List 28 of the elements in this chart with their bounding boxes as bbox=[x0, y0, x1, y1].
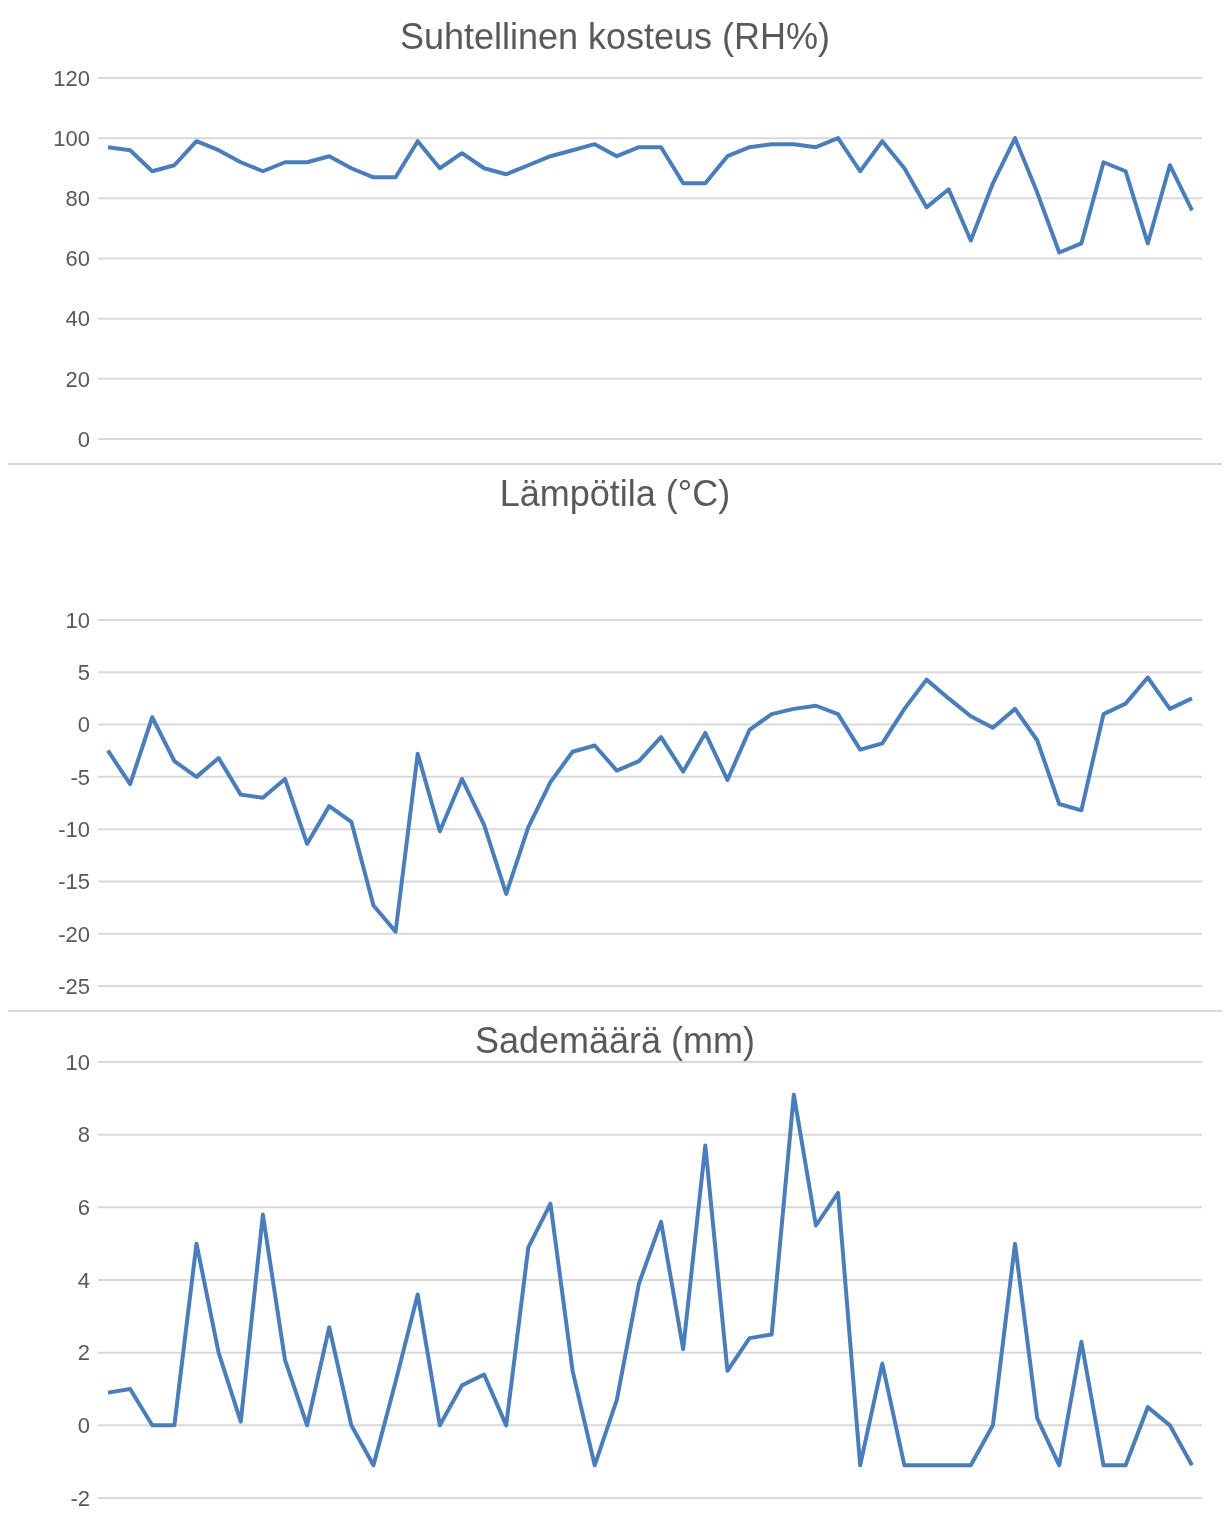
y-tick-label: 2 bbox=[77, 1340, 90, 1366]
y-tick-label: -2 bbox=[70, 1485, 90, 1511]
y-tick-label: 10 bbox=[65, 1049, 90, 1075]
y-tick-label: -15 bbox=[58, 869, 90, 895]
y-tick-label: 8 bbox=[77, 1122, 90, 1148]
y-tick-label: -25 bbox=[58, 973, 90, 999]
chart-title: Sademäärä (mm) bbox=[474, 1020, 756, 1061]
y-tick-label: -10 bbox=[58, 816, 90, 842]
y-tick-label: 80 bbox=[65, 186, 90, 212]
y-tick-label: 4 bbox=[77, 1267, 90, 1293]
y-tick-label: 20 bbox=[65, 366, 90, 392]
y-tick-label: 120 bbox=[53, 65, 90, 91]
y-tick-label: 10 bbox=[65, 607, 90, 633]
y-tick-label: 5 bbox=[77, 660, 90, 686]
line-series bbox=[106, 136, 1194, 255]
line-series bbox=[106, 1092, 1194, 1468]
y-tick-label: 60 bbox=[65, 246, 90, 272]
y-tick-label: 0 bbox=[77, 1413, 90, 1439]
y-tick-label: 6 bbox=[77, 1195, 90, 1221]
chart-title: Lämpötila (°C) bbox=[499, 473, 731, 514]
chart-title: Suhtellinen kosteus (RH%) bbox=[399, 16, 831, 57]
y-tick-label: -5 bbox=[70, 764, 90, 790]
y-tick-label: 40 bbox=[65, 306, 90, 332]
y-tick-label: 0 bbox=[77, 426, 90, 452]
line-series bbox=[106, 675, 1194, 934]
y-tick-label: 0 bbox=[77, 712, 90, 738]
y-tick-label: -20 bbox=[58, 921, 90, 947]
y-tick-label: 100 bbox=[53, 125, 90, 151]
